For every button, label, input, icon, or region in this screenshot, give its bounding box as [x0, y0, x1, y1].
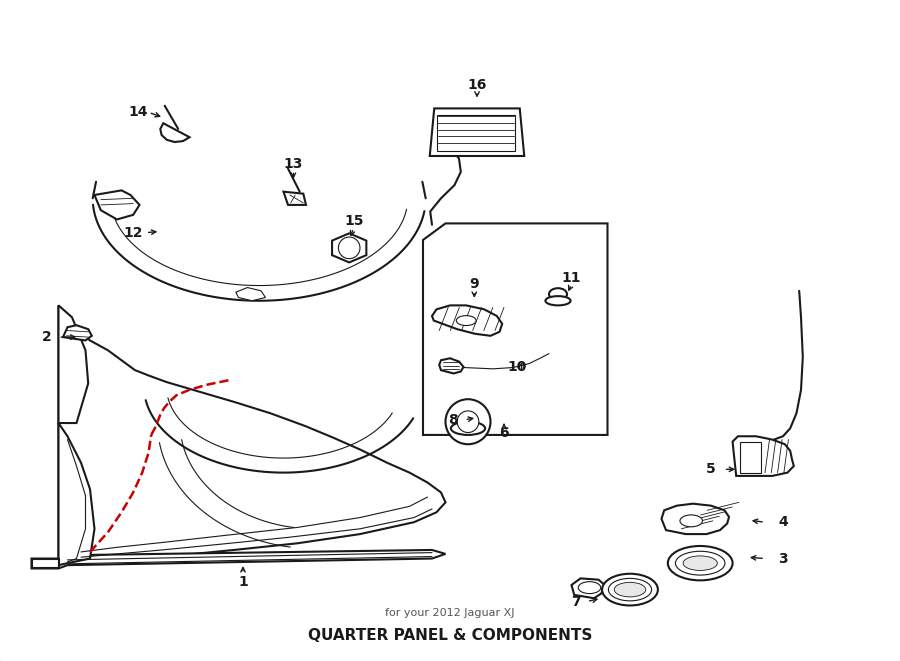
Polygon shape	[32, 550, 445, 568]
Text: for your 2012 Jaguar XJ: for your 2012 Jaguar XJ	[385, 608, 515, 619]
Ellipse shape	[608, 578, 652, 601]
Text: 8: 8	[448, 412, 457, 427]
Text: 3: 3	[778, 551, 788, 566]
Polygon shape	[94, 190, 140, 219]
Text: 15: 15	[344, 214, 364, 229]
Polygon shape	[740, 442, 760, 473]
Text: 13: 13	[284, 157, 303, 171]
Text: 10: 10	[508, 360, 527, 374]
Polygon shape	[58, 305, 446, 565]
Circle shape	[457, 411, 479, 432]
Polygon shape	[662, 504, 729, 534]
Text: 5: 5	[706, 462, 716, 477]
Polygon shape	[430, 108, 524, 156]
Polygon shape	[572, 578, 605, 598]
Text: 1: 1	[238, 574, 248, 589]
Polygon shape	[423, 223, 608, 435]
Polygon shape	[58, 305, 88, 423]
Text: 12: 12	[123, 225, 143, 240]
Polygon shape	[432, 305, 502, 336]
Text: 16: 16	[467, 77, 487, 92]
Ellipse shape	[549, 288, 567, 300]
Polygon shape	[332, 233, 366, 262]
Polygon shape	[439, 358, 464, 373]
Polygon shape	[284, 192, 306, 205]
Circle shape	[338, 237, 360, 258]
Polygon shape	[160, 123, 190, 142]
Ellipse shape	[683, 556, 717, 570]
Ellipse shape	[675, 551, 725, 575]
Polygon shape	[63, 325, 92, 340]
Circle shape	[446, 399, 491, 444]
Polygon shape	[437, 115, 515, 151]
Ellipse shape	[578, 582, 601, 594]
Ellipse shape	[602, 574, 658, 605]
Text: 4: 4	[778, 515, 788, 529]
Polygon shape	[32, 559, 58, 568]
Text: 9: 9	[470, 277, 479, 292]
Text: 14: 14	[128, 105, 148, 120]
Text: QUARTER PANEL & COMPONENTS: QUARTER PANEL & COMPONENTS	[308, 629, 592, 643]
Text: 11: 11	[562, 270, 581, 285]
Polygon shape	[236, 288, 266, 301]
Ellipse shape	[451, 422, 485, 435]
Text: 2: 2	[42, 330, 51, 344]
Text: 6: 6	[500, 426, 508, 440]
Polygon shape	[733, 436, 794, 476]
Text: 7: 7	[572, 594, 580, 609]
Ellipse shape	[680, 515, 703, 527]
Ellipse shape	[456, 316, 476, 325]
Ellipse shape	[668, 546, 733, 580]
Ellipse shape	[614, 582, 646, 597]
Polygon shape	[58, 423, 94, 565]
Ellipse shape	[545, 296, 571, 305]
